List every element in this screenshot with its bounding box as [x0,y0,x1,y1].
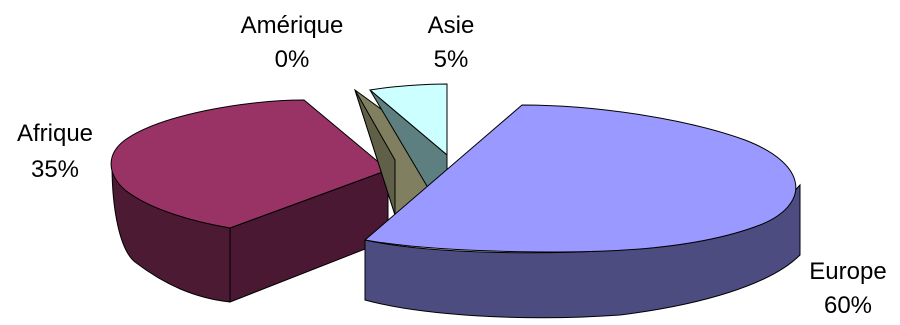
label-europe-value: 60% [824,292,872,319]
label-afrique-value: 35% [31,156,79,183]
label-amerique-name: Amérique [241,12,344,39]
label-amerique-value: 0% [275,46,310,73]
label-afrique: Afrique 35% [17,120,93,183]
label-afrique-name: Afrique [17,120,93,147]
label-amerique: Amérique 0% [241,12,344,73]
label-asie-value: 5% [434,46,469,73]
slice-afrique-top [110,99,389,229]
slice-europe-side [364,183,801,319]
slice-europe [363,104,801,319]
slice-asie-top [368,83,448,157]
label-europe: Europe 60% [809,258,886,319]
slice-asie [368,83,448,209]
slice-afrique [110,99,389,303]
slice-europe-top [363,104,797,253]
label-asie: Asie 5% [428,12,475,73]
label-asie-name: Asie [428,12,475,39]
slice-amerique-edge [354,89,396,216]
label-europe-name: Europe [809,258,886,285]
